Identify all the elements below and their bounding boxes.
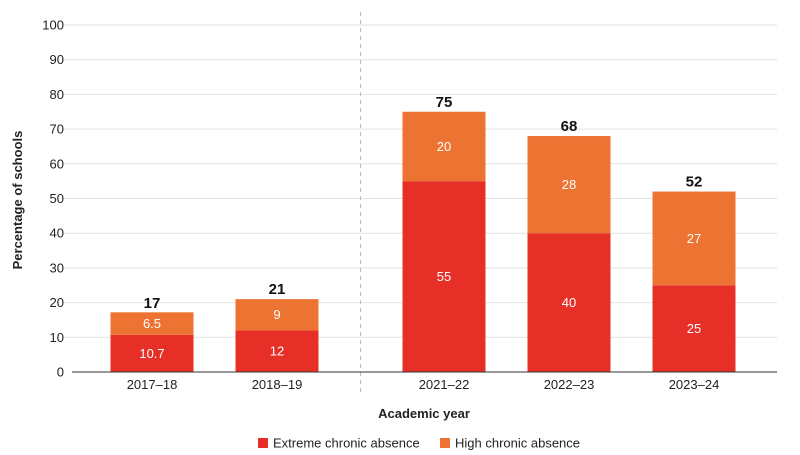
- segment-value-label: 20: [437, 139, 451, 154]
- y-tick-label: 50: [50, 191, 64, 206]
- bar-total-label: 75: [436, 94, 453, 111]
- x-axis-ticks: 2017–18 2018–19 2021–22 2022–23 2023–24: [127, 377, 720, 392]
- y-tick-label: 0: [57, 365, 64, 380]
- bars: 10.7 6.5 17 12 9 21 55 20 75 40 28 68 25 27 52: [110, 94, 736, 372]
- x-axis-title: Academic year: [378, 406, 470, 421]
- bar-segment-extreme: [402, 181, 486, 372]
- segment-value-label: 25: [687, 321, 701, 336]
- bar-segment-high: [527, 136, 611, 234]
- y-tick-label: 80: [50, 87, 64, 102]
- bar-segment-high: [235, 299, 319, 331]
- legend-label: High chronic absence: [455, 436, 580, 451]
- y-tick-label: 100: [42, 18, 64, 33]
- y-tick-label: 20: [50, 295, 64, 310]
- x-tick-label: 2017–18: [127, 377, 178, 392]
- segment-value-label: 12: [270, 344, 284, 359]
- bar-segment-extreme: [235, 330, 319, 372]
- legend-label: Extreme chronic absence: [273, 436, 420, 451]
- segment-value-label: 28: [562, 177, 576, 192]
- segment-value-label: 40: [562, 295, 576, 310]
- bar-segment-high: [402, 111, 486, 182]
- bar-segment-extreme: [527, 233, 611, 372]
- y-tick-label: 30: [50, 260, 64, 275]
- bar-total-label: 21: [269, 281, 286, 298]
- x-tick-label: 2022–23: [544, 377, 595, 392]
- y-tick-label: 90: [50, 52, 64, 67]
- y-tick-label: 40: [50, 226, 64, 241]
- x-tick-label: 2021–22: [419, 377, 470, 392]
- y-tick-label: 60: [50, 156, 64, 171]
- segment-value-label: 6.5: [143, 316, 161, 331]
- segment-value-label: 55: [437, 269, 451, 284]
- legend: Extreme chronic absence High chronic abse…: [258, 436, 580, 451]
- bar-segment-extreme: [110, 334, 194, 372]
- bar-segment-high: [652, 191, 736, 286]
- legend-swatch: [440, 438, 450, 448]
- segment-value-label: 10.7: [139, 346, 164, 361]
- legend-swatch: [258, 438, 268, 448]
- bar-total-label: 68: [561, 118, 578, 135]
- y-tick-label: 10: [50, 330, 64, 345]
- bar-segment-high: [110, 312, 194, 335]
- x-tick-label: 2018–19: [252, 377, 303, 392]
- segment-value-label: 9: [273, 307, 280, 322]
- x-tick-label: 2023–24: [669, 377, 720, 392]
- y-tick-label: 70: [50, 122, 64, 137]
- bar-segment-extreme: [652, 285, 736, 372]
- y-axis-ticks: 0 10 20 30 40 50 60 70 80 90 100: [42, 18, 64, 380]
- bar-total-label: 17: [144, 295, 161, 312]
- bar-total-label: 52: [686, 174, 703, 191]
- segment-value-label: 27: [687, 231, 701, 246]
- y-axis-title: Percentage of schools: [10, 131, 25, 270]
